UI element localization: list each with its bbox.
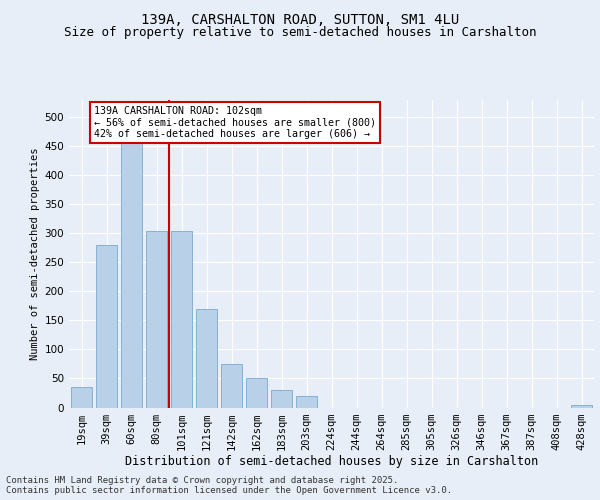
Text: Contains HM Land Registry data © Crown copyright and database right 2025.
Contai: Contains HM Land Registry data © Crown c… [6, 476, 452, 495]
Bar [146, 230, 167, 408]
Text: 139A, CARSHALTON ROAD, SUTTON, SM1 4LU: 139A, CARSHALTON ROAD, SUTTON, SM1 4LU [141, 12, 459, 26]
Bar [571, 404, 592, 407]
Y-axis label: Number of semi-detached properties: Number of semi-detached properties [30, 148, 40, 360]
Text: 139A CARSHALTON ROAD: 102sqm
← 56% of semi-detached houses are smaller (800)
42%: 139A CARSHALTON ROAD: 102sqm ← 56% of se… [94, 106, 376, 139]
Bar [246, 378, 267, 408]
Bar [171, 230, 192, 408]
Bar [96, 245, 117, 408]
X-axis label: Distribution of semi-detached houses by size in Carshalton: Distribution of semi-detached houses by … [125, 456, 538, 468]
Text: Size of property relative to semi-detached houses in Carshalton: Size of property relative to semi-detach… [64, 26, 536, 39]
Bar [296, 396, 317, 407]
Bar [196, 309, 217, 408]
Bar [121, 132, 142, 407]
Bar [221, 364, 242, 408]
Bar [271, 390, 292, 407]
Bar [71, 387, 92, 407]
